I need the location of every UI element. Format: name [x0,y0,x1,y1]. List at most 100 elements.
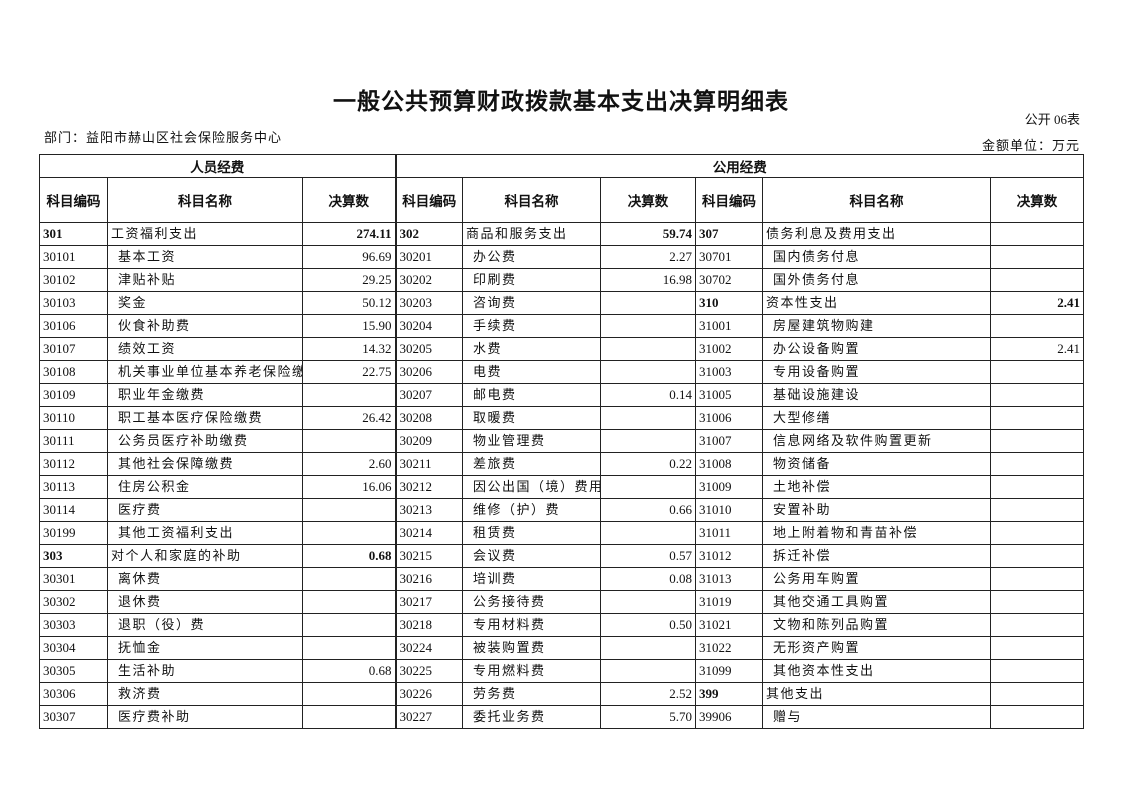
final-amount [990,521,1084,545]
subject-code: 31003 [695,360,763,384]
table-row: 30199 其他工资福利支出 30214 租赁费 31011 地上附着物和青苗补偿 [39,521,1084,545]
column-header-amount: 决算数 [302,177,396,223]
final-amount: 15.90 [302,314,396,338]
table-row: 30114 医疗费 30213 维修（护）费 0.66 31010 安置补助 [39,498,1084,522]
subject-name: 咨询费 [462,291,601,315]
subject-code: 301 [39,222,108,246]
column-header-name: 科目名称 [107,177,303,223]
column-header-code: 科目编码 [39,177,108,223]
table-row: 303 对个人和家庭的补助 0.68 30215 会议费 0.57 31012 拆迁补偿 [39,544,1084,568]
final-amount [600,337,696,361]
final-amount [302,429,396,453]
final-amount [990,360,1084,384]
subject-name: 劳务费 [462,682,601,706]
subject-code: 30216 [394,567,463,591]
final-amount [302,383,396,407]
subject-code: 30199 [39,521,108,545]
final-amount: 0.66 [600,498,696,522]
subject-code: 30201 [394,245,463,269]
expenditure-detail-table: 人员经费 公用经费 科目编码 科目名称 决算数 科目编码 科目名称 决算数 科目编码 科目名称… [39,154,1084,729]
final-amount [302,636,396,660]
subject-name: 其他交通工具购置 [762,590,991,614]
subject-name: 绩效工资 [107,337,303,361]
column-header-name: 科目名称 [462,177,601,223]
subject-name: 其他社会保障缴费 [107,452,303,476]
subject-name: 基础设施建设 [762,383,991,407]
subject-code: 31019 [695,590,763,614]
subject-name: 退职（役）费 [107,613,303,637]
final-amount: 0.14 [600,383,696,407]
subject-name: 物资储备 [762,452,991,476]
subject-name: 基本工资 [107,245,303,269]
final-amount: 26.42 [302,406,396,430]
subject-name: 其他支出 [762,682,991,706]
final-amount: 22.75 [302,360,396,384]
final-amount: 16.98 [600,268,696,292]
final-amount [990,222,1084,246]
subject-name: 专用材料费 [462,613,601,637]
table-row: 30107 绩效工资 14.32 30205 水费 31002 办公设备购置 2.41 [39,337,1084,361]
final-amount: 29.25 [302,268,396,292]
final-amount [302,682,396,706]
final-amount [600,636,696,660]
table-row: 30103 奖金 50.12 30203 咨询费 310 资本性支出 2.41 [39,291,1084,315]
final-amount [302,590,396,614]
subject-code: 31006 [695,406,763,430]
subject-name: 手续费 [462,314,601,338]
subject-name: 工资福利支出 [107,222,303,246]
subject-name: 安置补助 [762,498,991,522]
final-amount [302,705,396,729]
subject-name: 离休费 [107,567,303,591]
subject-code: 31021 [695,613,763,637]
final-amount [600,360,696,384]
subject-code: 30302 [39,590,108,614]
final-amount [990,268,1084,292]
subject-code: 31011 [695,521,763,545]
subject-name: 伙食补助费 [107,314,303,338]
final-amount [990,567,1084,591]
subject-code: 30214 [394,521,463,545]
final-amount: 0.68 [302,659,396,683]
subject-code: 303 [39,544,108,568]
subject-name: 信息网络及软件购置更新 [762,429,991,453]
subject-code: 30301 [39,567,108,591]
subject-name: 委托业务费 [462,705,601,729]
final-amount [990,682,1084,706]
final-amount [600,406,696,430]
subject-name: 救济费 [107,682,303,706]
subject-name: 机关事业单位基本养老保险缴费 [107,360,303,384]
subject-code: 30224 [394,636,463,660]
final-amount [600,475,696,499]
subject-name: 因公出国（境）费用 [462,475,601,499]
subject-code: 31022 [695,636,763,660]
final-amount [990,498,1084,522]
subject-code: 31001 [695,314,763,338]
subject-name: 物业管理费 [462,429,601,453]
final-amount [990,475,1084,499]
final-amount [600,291,696,315]
subject-code: 30204 [394,314,463,338]
column-header-code: 科目编码 [695,177,763,223]
final-amount: 0.68 [302,544,396,568]
final-amount: 2.52 [600,682,696,706]
subject-name: 奖金 [107,291,303,315]
subject-code: 30217 [394,590,463,614]
column-header-code: 科目编码 [394,177,463,223]
subject-name: 印刷费 [462,268,601,292]
table-row: 30108 机关事业单位基本养老保险缴费 22.75 30206 电费 31003 专用设备… [39,360,1084,384]
subject-name: 职工基本医疗保险缴费 [107,406,303,430]
table-row: 301 工资福利支出 274.11 302 商品和服务支出 59.74 307 债务利息及费用… [39,222,1084,246]
final-amount [302,613,396,637]
subject-name: 资本性支出 [762,291,991,315]
subject-code: 30304 [39,636,108,660]
final-amount [990,452,1084,476]
subject-name: 医疗费补助 [107,705,303,729]
subject-code: 307 [695,222,763,246]
subject-name: 赠与 [762,705,991,729]
table-row: 30102 津贴补贴 29.25 30202 印刷费 16.98 30702 国外债务付息 [39,268,1084,292]
subject-name: 退休费 [107,590,303,614]
subject-code: 31099 [695,659,763,683]
subject-code: 30213 [394,498,463,522]
column-header-amount: 决算数 [600,177,696,223]
subject-code: 30307 [39,705,108,729]
